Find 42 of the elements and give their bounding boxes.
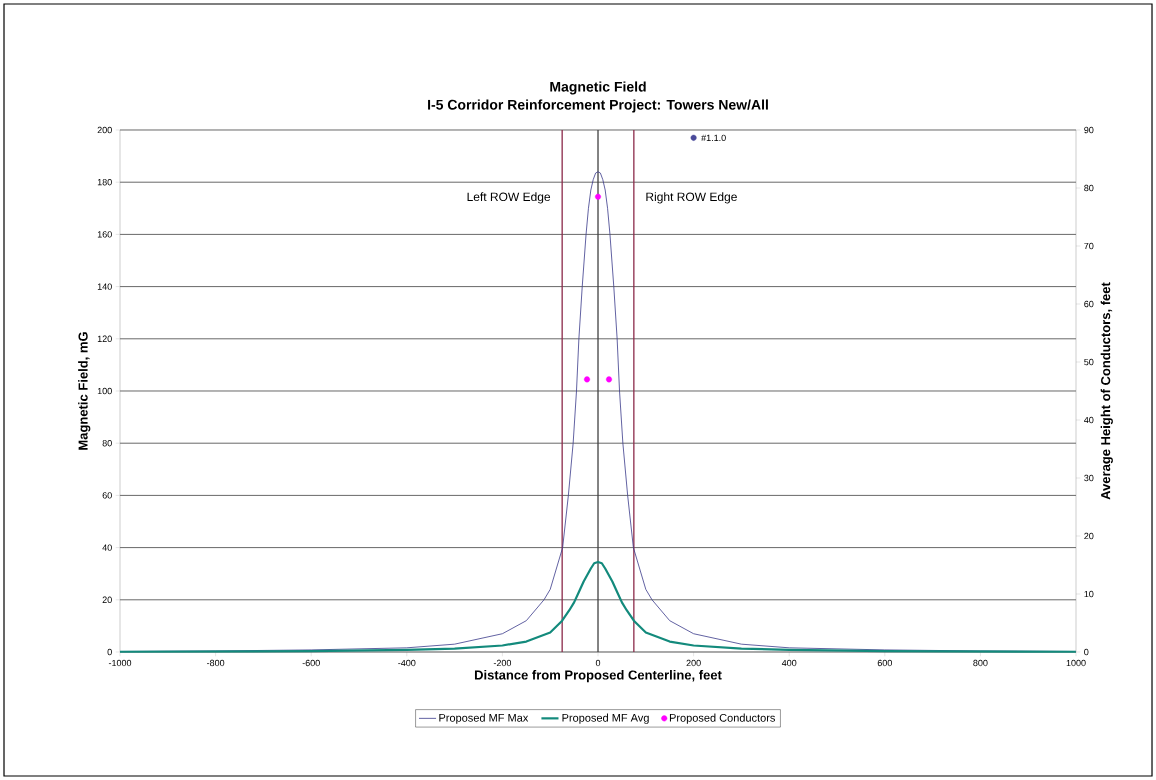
legend-label: Proposed Conductors — [669, 713, 775, 724]
y-tick-label: 20 — [102, 596, 112, 603]
x-tick-label: 400 — [781, 659, 797, 667]
y-tick-label: 180 — [97, 179, 112, 186]
x-tick-label: -200 — [493, 659, 512, 667]
y2-tick-label: 70 — [1084, 242, 1094, 250]
y-tick-label: 120 — [97, 335, 112, 342]
ref-line-label: Right ROW Edge — [646, 192, 737, 204]
y-tick-label: 100 — [97, 387, 112, 395]
x-tick-label: -400 — [398, 659, 416, 667]
legend-label: Proposed MF Avg — [562, 713, 649, 724]
y-tick-label: 140 — [97, 283, 112, 290]
x-tick-label: 200 — [686, 659, 701, 667]
y2-tick-label: 0 — [1084, 648, 1089, 656]
y-axis-title: Magnetic Field, mG — [78, 332, 91, 450]
y2-tick-label: 10 — [1084, 590, 1094, 598]
x-tick-label: -1000 — [108, 659, 132, 667]
y-tick-label: 160 — [97, 231, 112, 238]
y2-tick-label: 60 — [1084, 300, 1094, 308]
y-tick-label: 60 — [102, 492, 112, 499]
legend-label: Proposed MF Max — [439, 713, 529, 724]
ref-line-label: Left ROW Edge — [467, 192, 551, 204]
x-axis-title: Distance from Proposed Centerline, feet — [474, 670, 722, 683]
y2-tick-label: 20 — [1084, 532, 1094, 540]
x-tick-label: -600 — [302, 659, 320, 667]
y-tick-label: 80 — [102, 440, 112, 447]
y2-axis-title: Average Height of Conductors, feet — [1100, 282, 1113, 500]
x-tick-label: 800 — [973, 659, 988, 667]
y2-tick-label: 50 — [1084, 358, 1094, 366]
y-tick-label: 0 — [107, 648, 112, 656]
y2-tick-label: 30 — [1084, 474, 1094, 482]
y2-tick-label: 40 — [1084, 416, 1094, 424]
y2-tick-label: 80 — [1084, 184, 1094, 192]
y-tick-label: 200 — [97, 126, 112, 134]
series-label: #1.1.0 — [701, 134, 726, 142]
x-tick-label: 1000 — [1066, 659, 1086, 667]
x-tick-label: 0 — [595, 659, 601, 667]
y-tick-label: 40 — [102, 544, 112, 551]
y2-tick-label: 90 — [1084, 126, 1094, 134]
x-tick-label: 600 — [877, 659, 892, 667]
chart-title: Magnetic Field I-5 Corridor Reinforcement Project: Towers New/All — [428, 81, 768, 113]
x-tick-label: -800 — [207, 659, 225, 667]
